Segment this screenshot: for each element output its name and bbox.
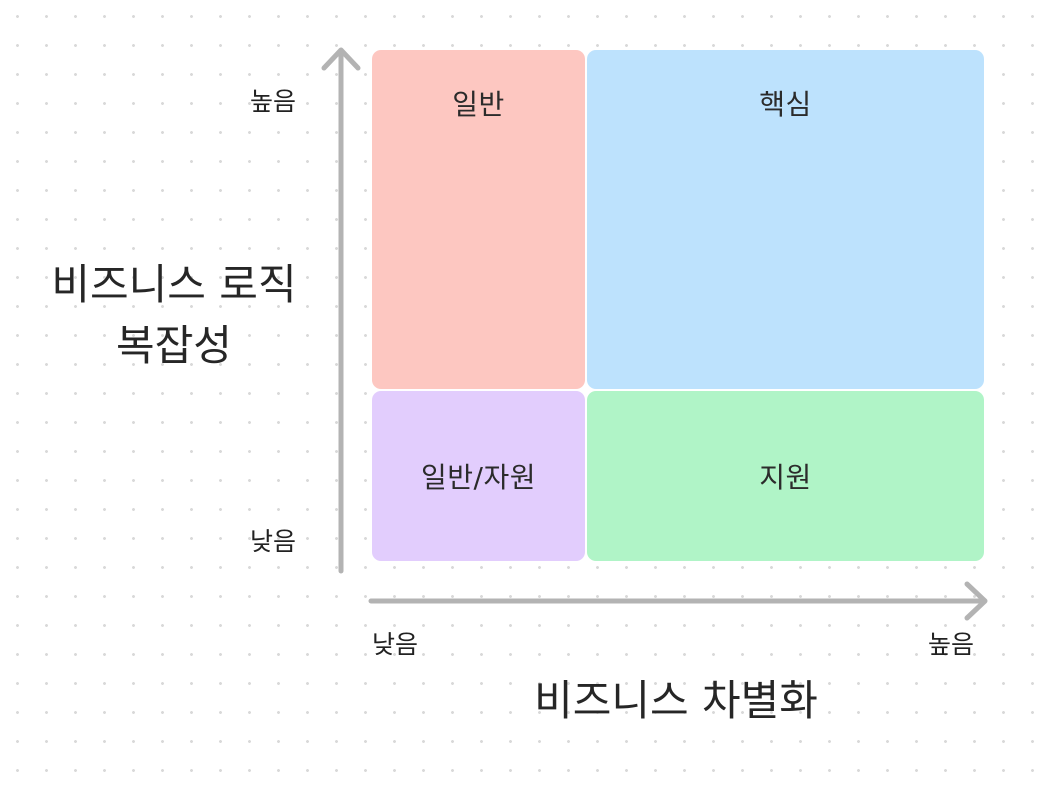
quadrant-support: 지원 — [587, 391, 984, 561]
quadrant-generic: 일반/자원 — [372, 391, 585, 561]
y-axis-high-label: 높음 — [250, 87, 297, 116]
quadrant-generic-label: 일반/자원 — [421, 461, 536, 494]
x-axis-arrowhead — [964, 581, 988, 621]
quadrant-core-label: 핵심 — [759, 88, 812, 121]
y-axis-title-line1: 비즈니스 로직 — [51, 260, 297, 309]
x-axis-low-label: 낮음 — [372, 630, 419, 659]
quadrant-support-label: 지원 — [759, 461, 812, 494]
y-axis-low-label: 낮음 — [250, 527, 297, 556]
x-axis-title: 비즈니스 차별화 — [534, 676, 818, 725]
quadrant-core: 핵심 — [587, 50, 984, 389]
y-axis-title: 비즈니스 로직 복잡성 — [22, 255, 326, 377]
y-axis-title-line2: 복잡성 — [116, 320, 232, 370]
quadrant-general-label: 일반 — [452, 88, 505, 121]
quadrant-general: 일반 — [372, 50, 585, 389]
x-axis-high-label: 높음 — [928, 630, 975, 659]
y-axis-arrowhead — [321, 47, 361, 71]
